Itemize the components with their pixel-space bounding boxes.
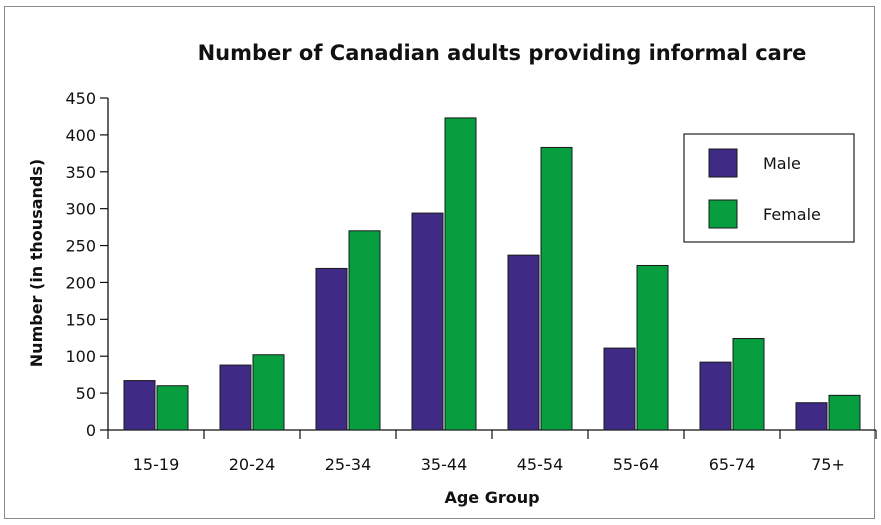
x-tick-label: 20-24 (229, 455, 276, 474)
x-tick-label: 55-64 (613, 455, 660, 474)
chart-title: Number of Canadian adults providing info… (198, 41, 807, 65)
bar-male-35-44 (411, 212, 444, 431)
y-tick-label: 50 (76, 384, 96, 403)
bar-female-25-34 (348, 230, 381, 431)
x-tick-label: 15-19 (133, 455, 180, 474)
y-tick-label: 450 (65, 89, 96, 108)
legend-label-female: Female (763, 205, 821, 224)
legend-label-male: Male (763, 154, 801, 173)
legend-swatch-male (708, 148, 738, 178)
bar-female-20-24 (252, 354, 285, 431)
legend: Male Female (683, 133, 855, 243)
bar-male-45-54 (507, 254, 540, 431)
x-tick-label: 65-74 (709, 455, 756, 474)
y-tick-label: 100 (65, 347, 96, 366)
x-tick-label: 25-34 (325, 455, 372, 474)
y-tick-label: 0 (86, 421, 96, 440)
y-tick-label: 350 (65, 163, 96, 182)
bar-female-45-54 (540, 146, 573, 431)
y-tick-label: 150 (65, 310, 96, 329)
bar-male-25-34 (315, 267, 348, 431)
bar-female-15-19 (156, 385, 189, 431)
bar-female-75+ (828, 394, 861, 431)
bar-female-65-74 (732, 338, 765, 431)
x-tick-label: 75+ (811, 455, 845, 474)
plot-area: 0 50 100 150 200 250 300 350 400 450 15-19 20-24 25-… (65, 89, 877, 474)
y-tick-label: 200 (65, 273, 96, 292)
bar-male-55-64 (603, 347, 636, 431)
bar-female-35-44 (444, 117, 477, 431)
y-tick-label: 300 (65, 200, 96, 219)
bar-male-15-19 (123, 380, 156, 431)
y-tick-label: 250 (65, 237, 96, 256)
bar-male-20-24 (219, 364, 252, 431)
x-axis-title: Age Group (444, 488, 539, 507)
y-tick-label: 400 (65, 126, 96, 145)
y-axis-title: Number (in thousands) (27, 159, 46, 367)
legend-swatch-female (708, 199, 738, 229)
bar-male-75+ (795, 402, 828, 431)
x-tick-label: 35-44 (421, 455, 468, 474)
bar-female-55-64 (636, 264, 669, 431)
x-tick-label: 45-54 (517, 455, 564, 474)
bar-male-65-74 (699, 361, 732, 431)
